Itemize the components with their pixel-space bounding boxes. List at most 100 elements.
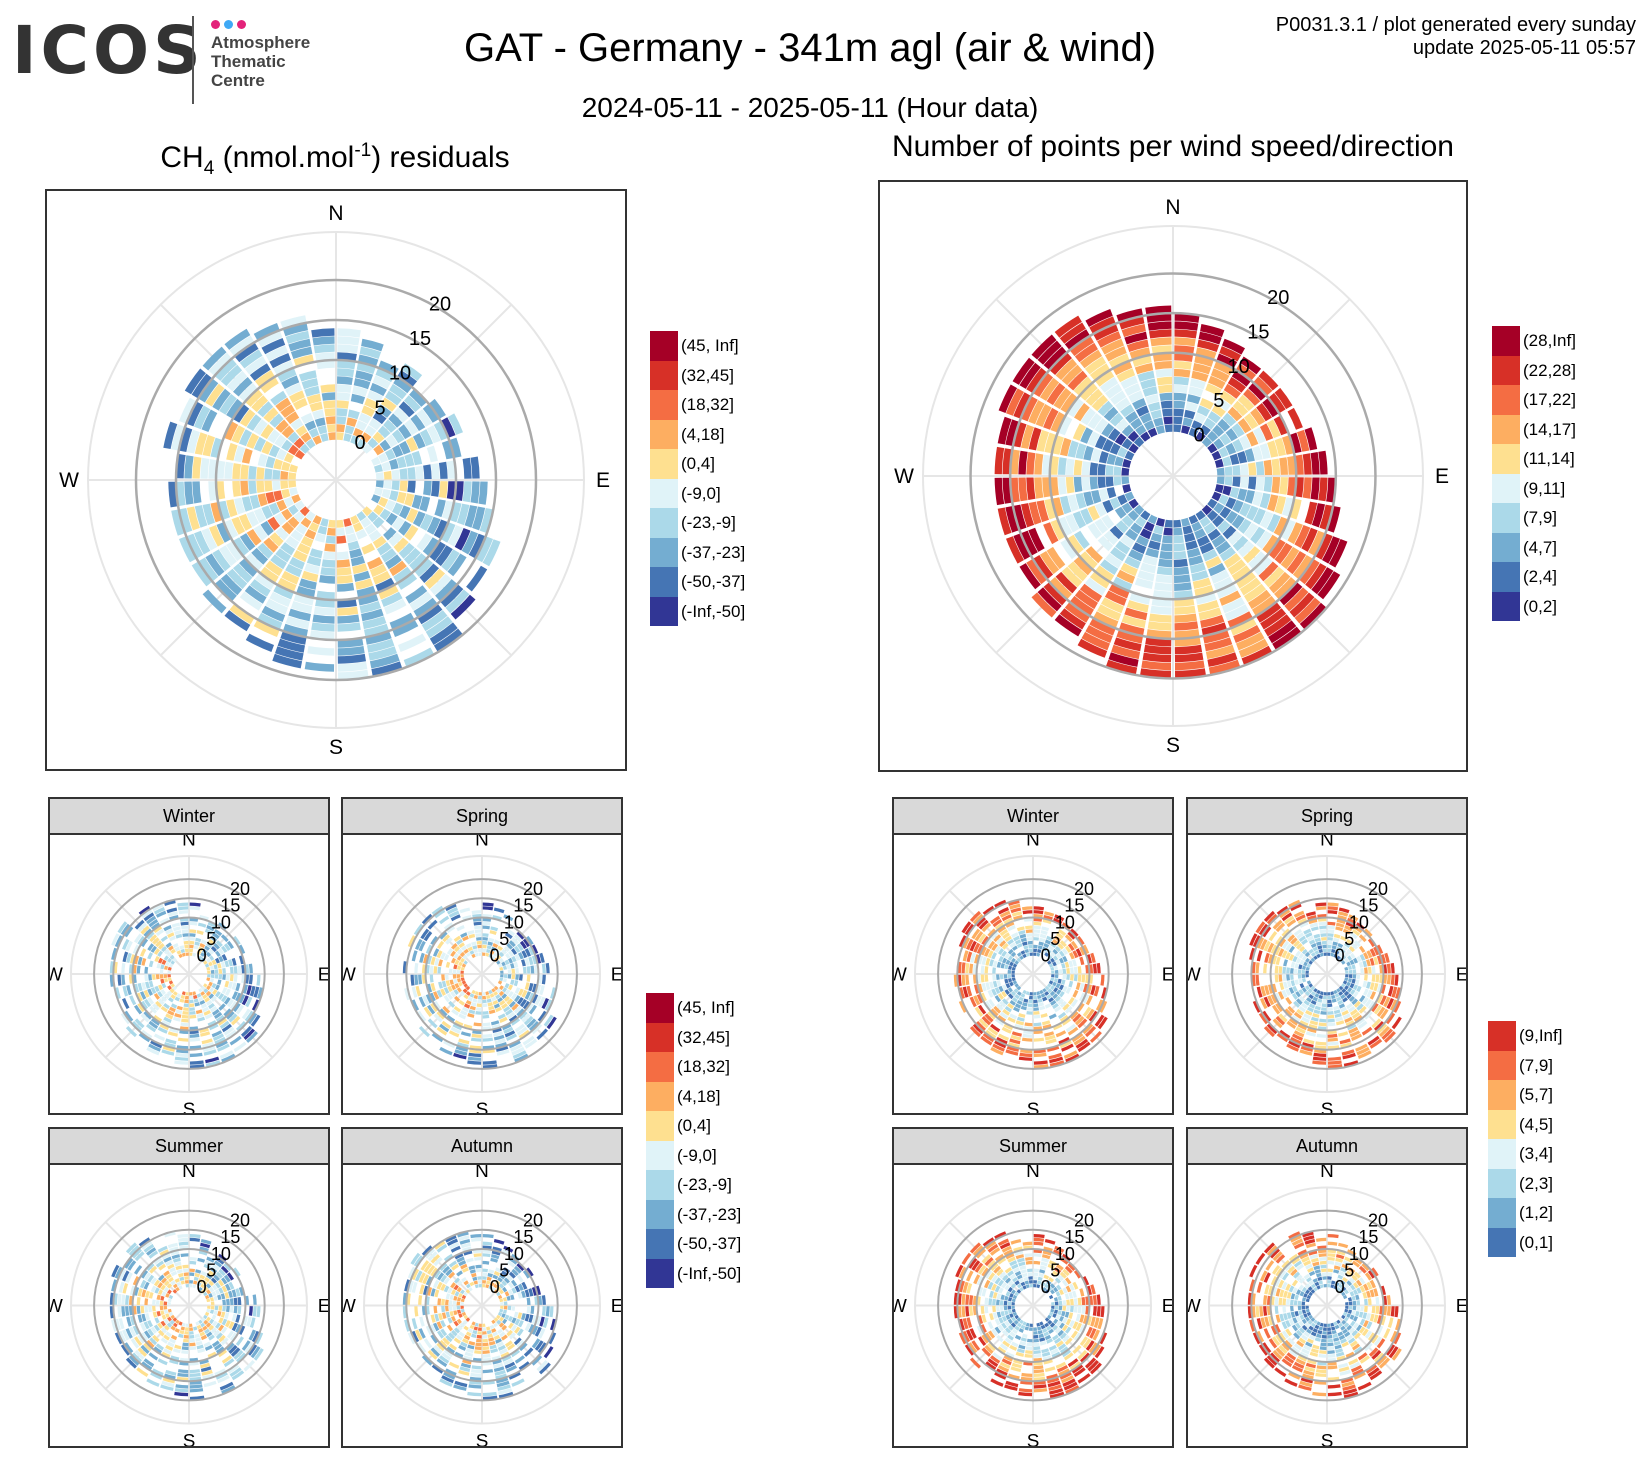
polar-cell bbox=[355, 578, 374, 590]
polar-cell bbox=[488, 1340, 496, 1346]
polar-cell bbox=[1033, 906, 1045, 911]
polar-cell bbox=[1050, 1308, 1055, 1313]
polar-cell bbox=[160, 1310, 165, 1316]
polar-cell bbox=[1100, 974, 1105, 986]
speed-ring bbox=[131, 916, 247, 1032]
polar-cell bbox=[1065, 1318, 1072, 1326]
legend-label: (45, Inf] bbox=[677, 998, 735, 1017]
polar-cell bbox=[1089, 363, 1111, 381]
polar-cell bbox=[177, 1237, 189, 1242]
polar-cell bbox=[231, 425, 246, 444]
polar-cell bbox=[164, 1231, 176, 1238]
polar-cell bbox=[148, 1305, 152, 1313]
polar-cell bbox=[516, 1026, 528, 1036]
polar-cell bbox=[987, 1358, 999, 1368]
polar-cell bbox=[1304, 990, 1311, 997]
polar-cell bbox=[1174, 644, 1203, 655]
polar-cell bbox=[1181, 425, 1191, 435]
polar-cell bbox=[1318, 1353, 1327, 1358]
polar-cell bbox=[496, 1049, 510, 1056]
polar-cell bbox=[185, 952, 189, 956]
polar-cell bbox=[1215, 540, 1231, 555]
polar-cell bbox=[535, 954, 541, 964]
polar-cell bbox=[1319, 991, 1324, 996]
polar-cell bbox=[203, 1010, 211, 1016]
polar-cell bbox=[507, 969, 512, 974]
polar-cell bbox=[326, 527, 336, 536]
polar-cell bbox=[961, 974, 966, 986]
polar-cell bbox=[1288, 954, 1295, 961]
polar-cell bbox=[281, 508, 293, 521]
polar-cell bbox=[182, 1264, 189, 1269]
polar-cell bbox=[1187, 394, 1201, 405]
polar-cell bbox=[1345, 1302, 1349, 1306]
radial-gridline bbox=[1032, 1304, 1118, 1390]
polar-cell bbox=[980, 1324, 987, 1334]
polar-cell bbox=[229, 1000, 238, 1010]
polar-cell bbox=[168, 1311, 174, 1317]
polar-cell bbox=[306, 555, 322, 567]
polar-cell bbox=[441, 500, 454, 520]
polar-cell bbox=[1095, 435, 1107, 450]
polar-cell bbox=[470, 481, 480, 504]
polar-cell bbox=[1356, 974, 1361, 980]
polar-cell bbox=[1098, 488, 1109, 501]
polar-cell bbox=[416, 409, 433, 427]
polar-cell bbox=[231, 1313, 237, 1322]
polar-cell bbox=[1318, 921, 1327, 926]
polar-cell bbox=[174, 1388, 189, 1393]
polar-cell bbox=[508, 950, 514, 957]
polar-cell bbox=[477, 948, 482, 953]
polar-cell bbox=[1281, 928, 1291, 938]
polar-cell bbox=[1062, 1334, 1070, 1343]
compass-label-n: N bbox=[1320, 1165, 1334, 1182]
polar-cell bbox=[178, 1285, 183, 1290]
polar-cell bbox=[522, 1269, 531, 1279]
polar-cell bbox=[439, 1262, 448, 1272]
polar-cell bbox=[1344, 1316, 1349, 1322]
polar-cell bbox=[423, 931, 433, 942]
polar-cell bbox=[383, 527, 397, 541]
polar-cell bbox=[163, 1003, 170, 1010]
polar-cell bbox=[1356, 1279, 1363, 1287]
polar-cell bbox=[1305, 985, 1310, 991]
polar-cell bbox=[1307, 1359, 1317, 1365]
polar-cell bbox=[1005, 1314, 1011, 1320]
polar-cell bbox=[177, 1372, 189, 1377]
polar-cell bbox=[292, 397, 308, 410]
polar-cell bbox=[223, 943, 231, 951]
polar-cell bbox=[122, 1283, 129, 1294]
polar-cell bbox=[1282, 940, 1290, 949]
polar-cell bbox=[1355, 1294, 1360, 1300]
polar-cell bbox=[383, 419, 397, 433]
polar-cell bbox=[223, 1026, 235, 1036]
polar-cell bbox=[1268, 571, 1291, 594]
polar-cell bbox=[265, 491, 276, 504]
polar-cell bbox=[973, 942, 981, 953]
polar-cell bbox=[981, 922, 992, 933]
polar-cell bbox=[149, 1265, 158, 1274]
polar-cell bbox=[1072, 1013, 1082, 1023]
polar-cell bbox=[1376, 1355, 1388, 1366]
facet-strip-spring: Spring bbox=[1186, 797, 1468, 835]
polar-cell bbox=[229, 1332, 238, 1342]
polar-cell bbox=[1194, 528, 1207, 540]
polar-cell bbox=[1213, 502, 1225, 514]
polar-cell bbox=[1048, 1052, 1062, 1060]
polar-cell bbox=[165, 1293, 170, 1298]
polar-cell bbox=[184, 995, 189, 1000]
polar-cell bbox=[210, 502, 223, 523]
polar-cell bbox=[130, 954, 136, 964]
polar-cell bbox=[998, 955, 1004, 963]
polar-cell bbox=[488, 1337, 495, 1342]
polar-cell bbox=[1033, 910, 1044, 915]
polar-cell bbox=[1288, 1371, 1301, 1380]
polar-cell bbox=[238, 955, 245, 965]
polar-cell bbox=[501, 993, 508, 1000]
polar-cell bbox=[1174, 652, 1204, 663]
polar-cell bbox=[1331, 1330, 1337, 1335]
polar-cell bbox=[994, 899, 1007, 908]
polar-cell bbox=[270, 390, 287, 406]
polar-cell bbox=[457, 1042, 469, 1049]
polar-cell bbox=[492, 1000, 499, 1005]
